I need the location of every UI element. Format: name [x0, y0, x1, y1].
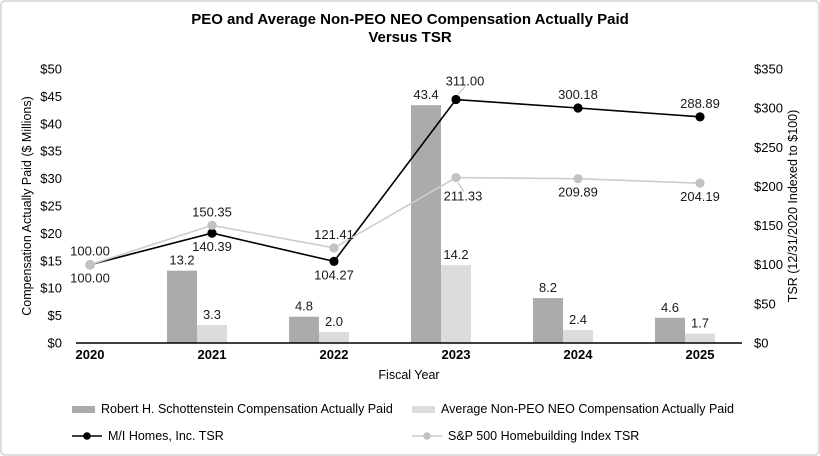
mi-tsr-line-swatch [72, 432, 102, 440]
chart-title: PEO and Average Non-PEO NEO Compensation… [2, 11, 818, 47]
bar [289, 316, 319, 343]
x-axis-title: Fiscal Year [378, 368, 440, 382]
legend-item-peo-comp: Robert H. Schottenstein Compensation Act… [72, 402, 412, 416]
right-axis-tick-label: $0 [754, 336, 768, 351]
line-point-marker [695, 112, 705, 122]
bar [197, 324, 227, 343]
right-axis-tick-label: $50 [754, 296, 776, 311]
bar [533, 298, 563, 343]
line-value-label: 100.00 [70, 244, 110, 259]
chart-title-line1: PEO and Average Non-PEO NEO Compensation… [191, 11, 629, 28]
bar-value-label: 13.2 [169, 253, 194, 268]
bar [685, 333, 715, 343]
line-value-label: 150.35 [192, 204, 232, 219]
tsr-line [89, 98, 701, 266]
line-value-label: 140.39 [192, 239, 232, 254]
left-axis-tick-label: $40 [40, 116, 62, 131]
bar-value-label: 14.2 [443, 247, 468, 262]
left-axis-tick-label: $20 [40, 226, 62, 241]
line-value-label: 204.19 [680, 189, 720, 204]
legend-item-sp-tsr: S&P 500 Homebuilding Index TSR [412, 429, 734, 443]
right-axis-tick-label: $200 [754, 179, 783, 194]
bar [441, 265, 471, 343]
tsr-line [89, 176, 701, 266]
line-point-marker [573, 174, 583, 184]
line-point-marker [451, 172, 461, 183]
line-value-label: 209.89 [558, 185, 598, 200]
right-axis-tick-label: $250 [754, 140, 783, 155]
line-value-label: 104.27 [314, 267, 354, 282]
bar-value-label: 3.3 [203, 307, 221, 322]
line-value-label: 311.00 [446, 74, 485, 89]
bar-value-label: 2.4 [569, 312, 587, 327]
legend-item-nonpeo-comp: Average Non-PEO NEO Compensation Actuall… [412, 402, 734, 416]
left-axis-tick-label: $15 [40, 253, 62, 268]
bar [563, 329, 593, 343]
label-leader-line [457, 86, 466, 95]
nonpeo-bar-swatch [412, 405, 435, 413]
x-axis-category-label: 2024 [564, 347, 594, 362]
line-value-label: 121.41 [314, 227, 354, 242]
chart-title-line2: Versus TSR [368, 29, 452, 46]
left-axis-tick-label: $30 [40, 171, 62, 186]
peo-bar-swatch [72, 405, 95, 413]
legend-label-mi-tsr: M/I Homes, Inc. TSR [108, 429, 224, 443]
x-axis-category-label: 2021 [198, 347, 227, 362]
line-value-label: 288.89 [680, 96, 720, 111]
bar [655, 317, 685, 343]
label-leader-line [457, 182, 465, 192]
left-axis-tick-label: $35 [40, 144, 62, 159]
right-axis-tick-label: $350 [754, 62, 783, 77]
left-axis-tick-label: $25 [40, 199, 62, 214]
line-point-marker [695, 178, 705, 188]
line-point-marker [451, 94, 461, 105]
x-axis-category-label: 2022 [320, 347, 349, 362]
x-axis-category-label: 2023 [442, 347, 471, 362]
bar-value-label: 4.6 [661, 300, 679, 315]
line-value-label: 211.33 [444, 189, 483, 204]
line-point-marker [207, 220, 217, 230]
line-point-marker [329, 243, 339, 253]
x-axis-category-label: 2020 [76, 347, 105, 362]
x-axis-category-label: 2025 [686, 347, 715, 362]
left-axis-tick-label: $50 [40, 62, 62, 77]
bar [319, 332, 349, 343]
line-point-marker [329, 256, 339, 266]
right-axis-tick-label: $300 [754, 101, 783, 116]
line-point-marker [573, 103, 583, 113]
bar [167, 270, 197, 343]
bar [411, 105, 441, 343]
bar-value-label: 43.4 [413, 87, 438, 102]
bar-value-label: 4.8 [295, 299, 313, 314]
sp-tsr-line-swatch [412, 432, 442, 440]
legend-label-sp-tsr: S&P 500 Homebuilding Index TSR [448, 429, 640, 443]
legend-label-nonpeo-comp: Average Non-PEO NEO Compensation Actuall… [441, 402, 734, 416]
bar-value-label: 1.7 [691, 316, 709, 331]
line-point-marker [207, 228, 217, 238]
line-value-label: 100.00 [70, 271, 110, 286]
left-axis-tick-label: $10 [40, 281, 62, 296]
legend-label-peo-comp: Robert H. Schottenstein Compensation Act… [101, 402, 393, 416]
legend-item-mi-tsr: M/I Homes, Inc. TSR [72, 429, 412, 443]
bar-value-label: 8.2 [539, 280, 557, 295]
left-axis-tick-label: $5 [48, 308, 62, 323]
right-axis-tick-label: $150 [754, 218, 783, 233]
left-axis-tick-label: $45 [40, 89, 62, 104]
line-value-label: 300.18 [558, 87, 598, 102]
legend: Robert H. Schottenstein Compensation Act… [72, 402, 734, 443]
left-axis-tick-label: $0 [48, 336, 62, 351]
bar-value-label: 2.0 [325, 314, 343, 329]
line-point-marker [85, 260, 95, 270]
right-axis-tick-label: $100 [754, 257, 783, 272]
